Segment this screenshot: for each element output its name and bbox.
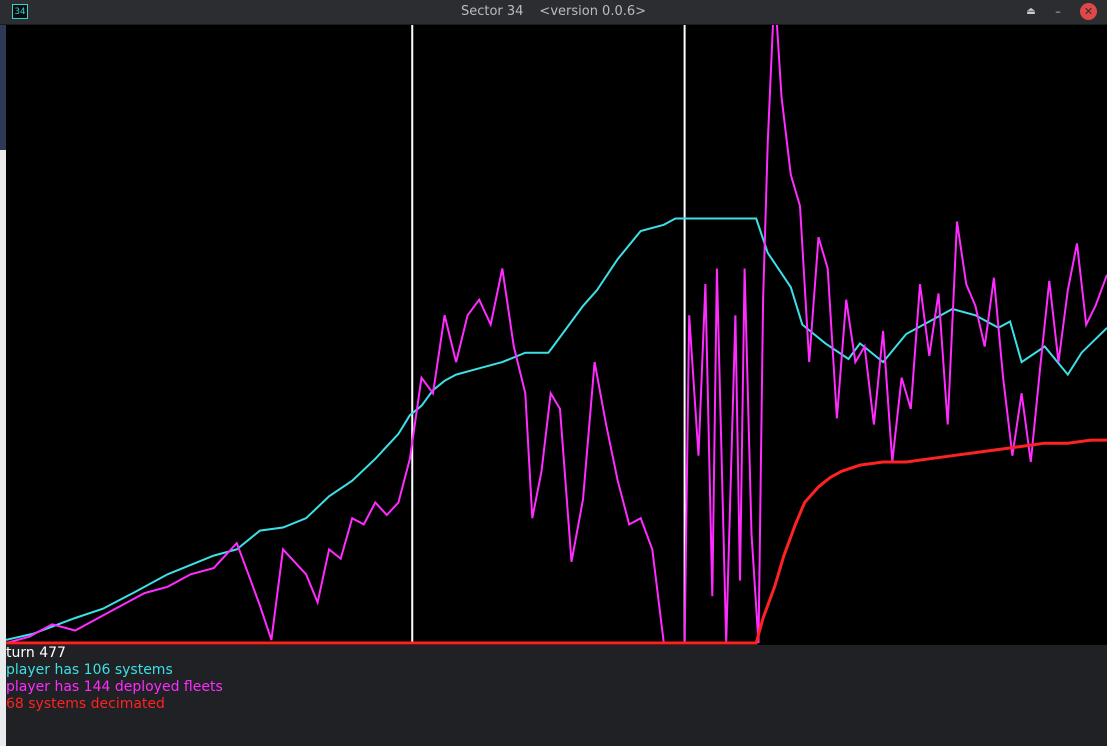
fleets-series-line [6, 25, 1107, 644]
systems-series-line [6, 217, 1107, 641]
systems-count-label: player has 106 systems [6, 662, 173, 678]
fleets-count-label: player has 144 deployed fleets [6, 679, 223, 695]
decimated-count-label: 68 systems decimated [6, 696, 165, 712]
window-title-text: Sector 34 [460, 4, 524, 19]
background-window-edge [0, 25, 6, 746]
window-title: Sector 34 <version 0.0.6> [0, 0, 1107, 24]
decimated-series-line [6, 438, 1107, 645]
app-icon: 34 [12, 4, 28, 19]
stats-chart-svg [6, 25, 1107, 645]
status-panel: turn 477 player has 106 systems player h… [6, 645, 1107, 746]
stats-plot [6, 25, 1107, 645]
background-window-strip [0, 25, 6, 150]
turn-label: turn 477 [6, 645, 66, 661]
window-version-text: <version 0.0.6> [539, 4, 647, 19]
close-button[interactable]: ✕ [1080, 3, 1097, 20]
eject-icon[interactable]: ⏏ [1026, 6, 1036, 17]
title-bar: 34 Sector 34 <version 0.0.6> ⏏ – ✕ [0, 0, 1107, 25]
minimize-button[interactable]: – [1055, 5, 1061, 18]
